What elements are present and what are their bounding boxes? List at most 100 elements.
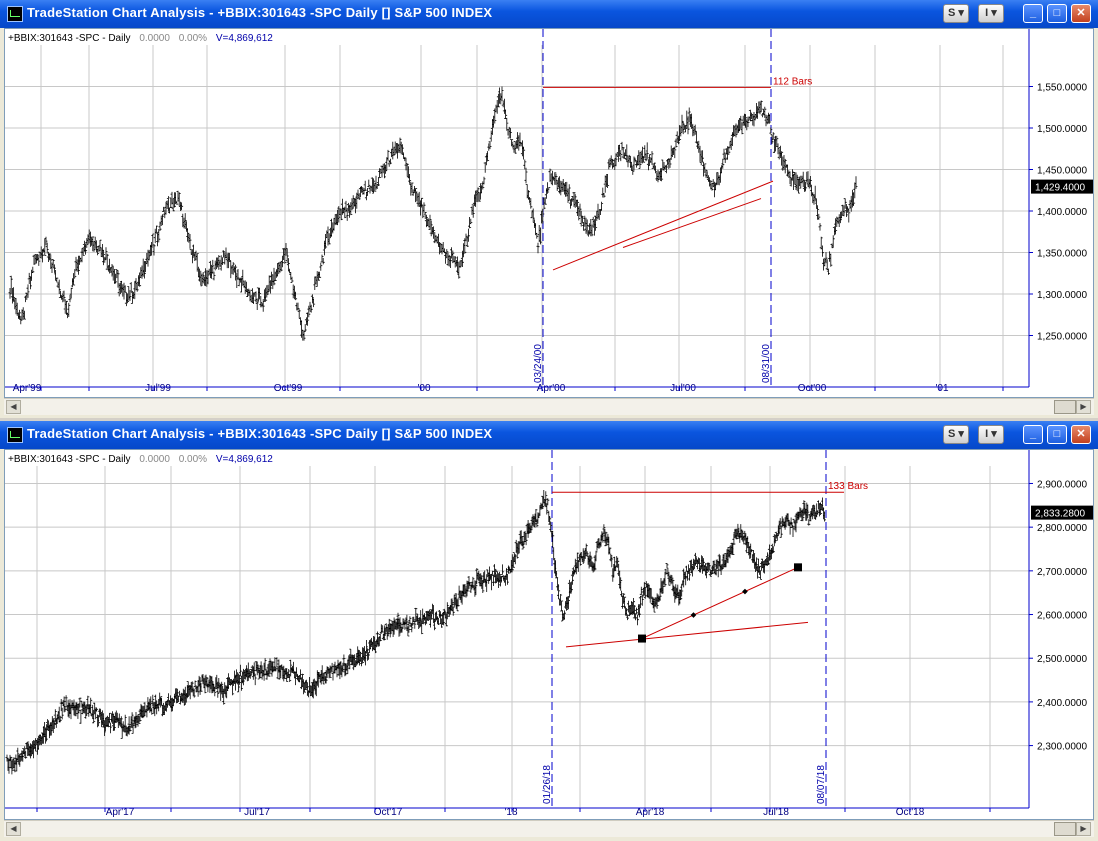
x-tick-label: Apr'99 [13,383,42,394]
window-title: TradeStation Chart Analysis - +BBIX:3016… [27,426,493,441]
x-tick-label: Oct'17 [374,807,403,818]
scroll-right-icon[interactable]: ▶ [1076,400,1091,414]
y-tick-label: 2,500.0000 [1037,654,1087,665]
scroll-left-icon[interactable]: ◀ [6,400,21,414]
y-tick-label: 2,300.0000 [1037,742,1087,753]
y-tick-label: 1,450.0000 [1037,166,1087,177]
x-tick-label: Jul'00 [670,383,696,394]
grid-lines [5,45,1029,387]
x-tick-label: '00 [417,383,430,394]
scroll-right-icon[interactable]: ▶ [1076,822,1091,836]
ohlc-bars [8,86,858,341]
window-title: TradeStation Chart Analysis - +BBIX:3016… [27,5,493,20]
info-line: +BBIX:301643 -SPC - Daily 0.0000 0.00% V… [8,454,273,465]
symbol-label: +BBIX:301643 -SPC - Daily [8,454,131,465]
y-tick-label: 1,500.0000 [1037,124,1087,135]
y-tick-label: 1,550.0000 [1037,83,1087,94]
svg-text:+BBIX:301643 -SPC - Daily: +BBIX:301643 -SPC - Daily 0.0000 0.00% V… [8,454,273,465]
last-price-badge: 2,833.2800 [1031,505,1093,520]
s-menu-label: S [948,428,956,440]
x-tick-label: Jul'99 [145,383,171,394]
y-tick-label: 2,600.0000 [1037,611,1087,622]
y-tick-label: 2,400.0000 [1037,698,1087,709]
horizontal-scrollbar[interactable]: ◀ ▶ [4,398,1094,415]
chart-app-icon [7,6,23,22]
x-axis-labels: Apr'17 Jul'17 Oct'17 '18 Apr'18 Jul'18 Oct'18 [106,807,925,818]
title-bar[interactable]: TradeStation Chart Analysis - +BBIX:3016… [0,421,1098,449]
price-chart[interactable]: Apr'17 Jul'17 Oct'17'18 Apr'18 Jul'18 Oct'18 … [5,450,1093,819]
s-menu-button[interactable]: S ▾ [943,425,969,444]
marker-date-label: 03/24/00 [533,344,544,383]
pct-label: 0.00% [179,454,207,465]
chart-app-icon [7,427,23,443]
price-bars [8,86,858,341]
x-tick-label: '18 [504,807,517,818]
i-menu-label: I [985,7,989,19]
svg-text:+BBIX:301643 -SPC - Daily: +BBIX:301643 -SPC - Daily 0.0000 0.00% V… [8,33,273,44]
symbol-label: +BBIX:301643 -SPC - Daily [8,33,131,44]
trend-anchor-icon [794,563,802,572]
price-bars [5,490,826,775]
minimize-button[interactable]: _ [1023,425,1043,444]
s-menu-label: S [948,7,956,19]
last-price: 2,833.2800 [1035,509,1085,520]
title-bar[interactable]: TradeStation Chart Analysis - +BBIX:3016… [0,0,1098,28]
x-tick-label: Oct'18 [896,807,925,818]
y-axis: 2,300.0000 2,400.0000 2,500.0000 2,600.0000… [5,450,1087,812]
maximize-button[interactable]: □ [1047,4,1067,23]
scroll-thumb[interactable] [1054,822,1076,836]
close-button[interactable]: ✕ [1071,425,1091,444]
x-tick-label: Apr'18 [636,807,665,818]
value-label: 0.0000 [139,454,170,465]
pct-label: 0.00% [179,33,207,44]
scroll-left-icon[interactable]: ◀ [6,822,21,836]
chart-window-bottom: TradeStation Chart Analysis - +BBIX:3016… [0,421,1098,841]
marker-date-label: 08/07/18 [816,765,827,804]
trend-lines[interactable] [543,86,774,271]
trend-midpoint-icon [742,588,748,595]
trend-line [622,198,762,248]
grid-lines [5,466,1029,808]
horizontal-scrollbar[interactable]: ◀ ▶ [4,820,1094,837]
y-tick-label: 1,250.0000 [1037,332,1087,343]
y-tick-label: 1,400.0000 [1037,207,1087,218]
maximize-button[interactable]: □ [1047,425,1067,444]
y-tick-label: 2,700.0000 [1037,567,1087,578]
ohlc-bars [5,490,826,775]
marker-date-label: 08/31/00 [761,344,772,383]
y-tick-label: 2,900.0000 [1037,479,1087,490]
trend-line [565,621,809,648]
i-menu-label: I [985,428,989,440]
chart-area[interactable]: Apr'99 Jul'99 Oct'99 '00 Apr'00 Jul'00 Oct'00 '… [4,28,1094,398]
x-tick-label: '01 [935,383,948,394]
scroll-thumb[interactable] [1054,400,1076,414]
y-tick-label: 2,800.0000 [1037,523,1087,534]
minimize-button[interactable]: _ [1023,4,1043,23]
bar-count-label: 133 Bars [828,481,868,492]
x-tick-label: Apr'17 [106,807,135,818]
info-line: +BBIX:301643 -SPC - Daily 0.0000 0.00% V… [8,33,273,44]
x-tick-label: Oct'99 [274,383,303,394]
price-chart[interactable]: Apr'99 Jul'99 Oct'99 '00 Apr'00 Jul'00 Oct'00 '… [5,29,1093,397]
x-tick-label: Jul'17 [244,807,270,818]
y-tick-label: 1,350.0000 [1037,249,1087,260]
y-tick-label: 1,300.0000 [1037,290,1087,301]
i-menu-button[interactable]: I ▾ [978,4,1004,23]
date-markers: 01/26/18 08/07/18 [542,450,827,808]
trend-line [552,180,774,271]
trend-anchor-icon [638,634,646,643]
y-axis: 1,250.0000 1,300.0000 1,350.0000 1,400.0000… [5,29,1087,391]
close-button[interactable]: ✕ [1071,4,1091,23]
volume-label: V=4,869,612 [216,33,273,44]
last-price-badge: 1,429.4000 [1031,179,1093,194]
x-tick-label: Jul'18 [763,807,789,818]
x-tick-label: Apr'00 [537,383,566,394]
chart-window-top: TradeStation Chart Analysis - +BBIX:3016… [0,0,1098,418]
volume-label: V=4,869,612 [216,454,273,465]
s-menu-button[interactable]: S ▾ [943,4,969,23]
i-menu-button[interactable]: I ▾ [978,425,1004,444]
x-axis-labels: Apr'99 Jul'99 Oct'99 '00 Apr'00 Jul'00 Oct'00 '… [13,383,949,394]
chart-area[interactable]: Apr'17 Jul'17 Oct'17'18 Apr'18 Jul'18 Oct'18 … [4,449,1094,820]
marker-date-label: 01/26/18 [542,765,553,804]
trend-lines[interactable] [552,491,844,648]
